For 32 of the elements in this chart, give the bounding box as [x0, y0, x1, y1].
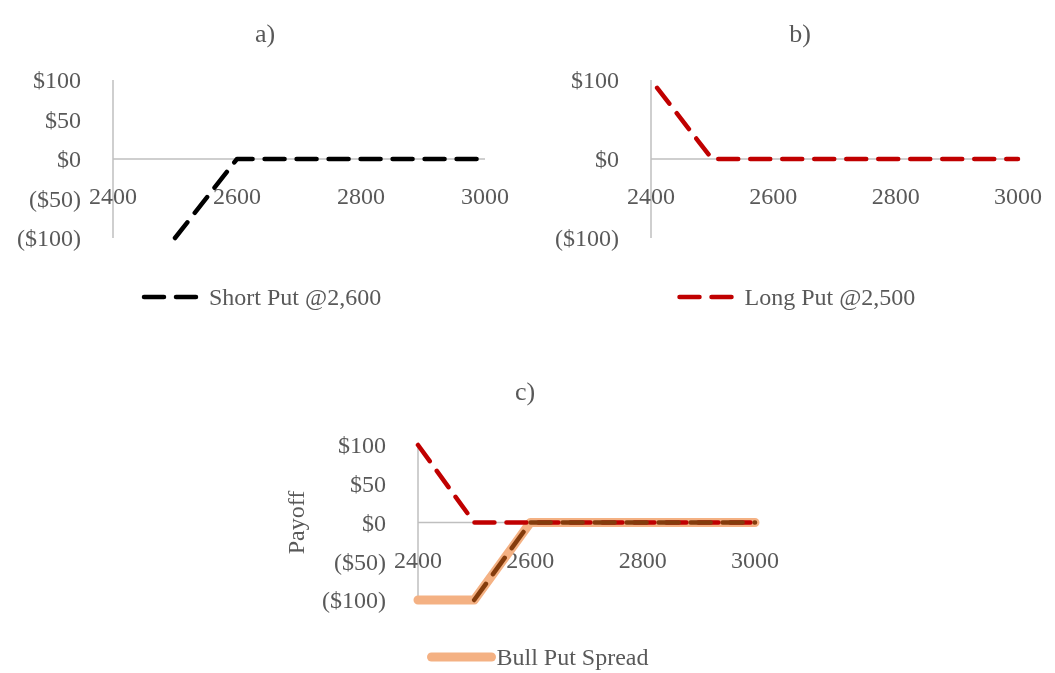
y-tick-label: $100	[33, 67, 81, 94]
x-tick-label: 2600	[213, 183, 261, 210]
legend-label: Short Put @2,600	[209, 284, 382, 311]
y-tick-label: ($100)	[555, 225, 619, 252]
y-tick-label: $0	[595, 146, 619, 173]
x-tick-label: 3000	[461, 183, 509, 210]
y-tick-label: $100	[571, 67, 619, 94]
legend-label: Long Put @2,500	[744, 284, 916, 311]
x-tick-label: 2400	[627, 183, 675, 210]
y-tick-label: ($100)	[322, 587, 386, 614]
legend-label: Bull Put Spread	[496, 644, 649, 671]
x-tick-label: 2600	[506, 546, 555, 573]
y-tick-label: $0	[57, 146, 81, 173]
x-tick-label: 2400	[394, 546, 442, 573]
y-tick-label: ($100)	[17, 225, 81, 252]
x-tick-label: 2600	[749, 183, 798, 210]
y-tick-label: ($50)	[334, 548, 386, 575]
y-tick-label: $100	[338, 432, 386, 459]
x-tick-label: 2800	[337, 183, 385, 210]
y-tick-label: $50	[45, 106, 81, 133]
x-tick-label: 2800	[871, 183, 920, 210]
chart-title: a)	[254, 19, 276, 48]
y-tick-label: ($50)	[29, 185, 81, 212]
chart-title: c)	[514, 377, 536, 406]
x-tick-label: 3000	[994, 183, 1042, 210]
x-tick-label: 2400	[89, 183, 137, 210]
y-axis-title: Payoff	[283, 490, 310, 555]
x-tick-label: 2800	[618, 546, 667, 573]
y-tick-label: $50	[350, 471, 386, 498]
x-tick-label: 3000	[731, 546, 779, 573]
y-tick-label: $0	[362, 509, 386, 536]
chart-title: b)	[789, 19, 811, 48]
